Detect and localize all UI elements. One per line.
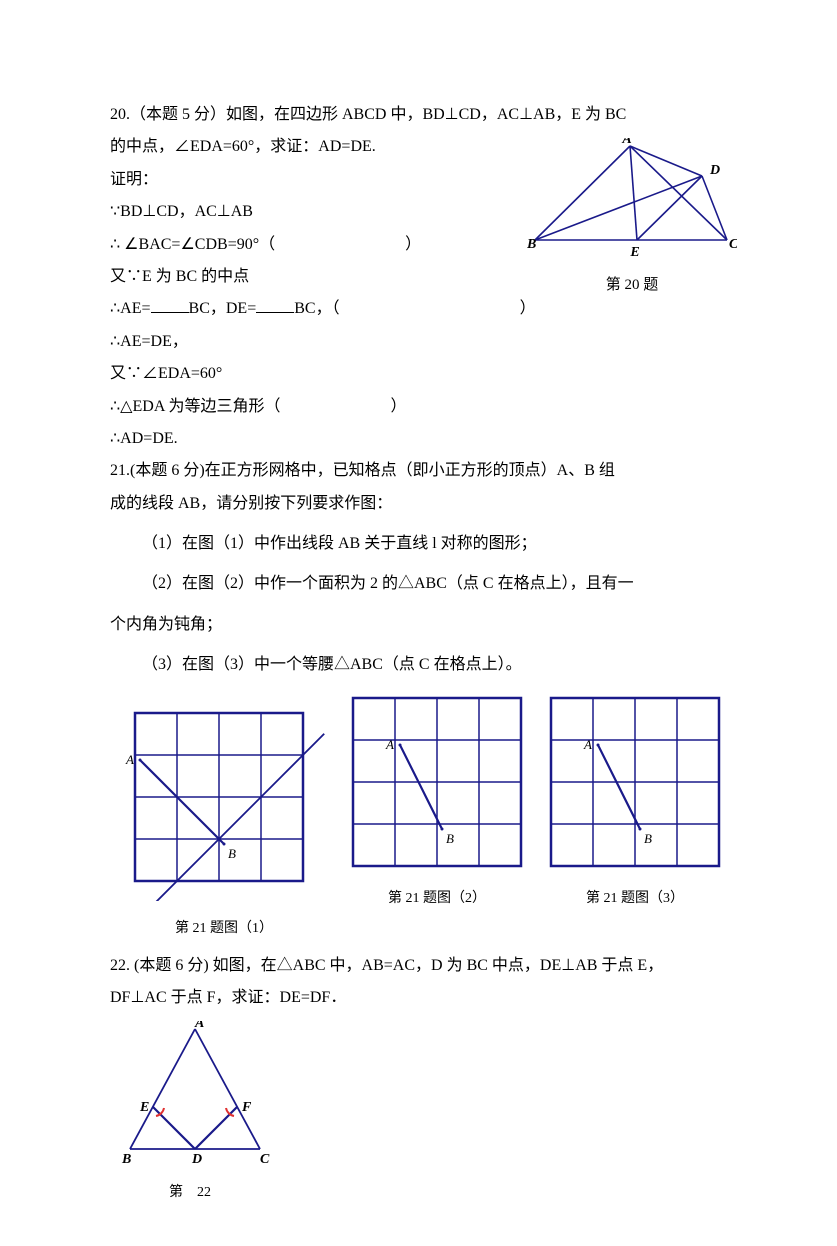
q20-figure: A B C D E 第 20 题 xyxy=(527,138,737,300)
q20-caption: 第 20 题 xyxy=(527,271,737,300)
q21-line1: 21.(本题 6 分)在正方形网格中，已知格点（即小正方形的顶点）A、B 组 xyxy=(110,456,727,486)
svg-text:A: A xyxy=(125,752,134,767)
q21-sub2b: 个内角为钝角； xyxy=(110,610,727,640)
q20-p8: ∴AD=DE. xyxy=(110,424,727,454)
q21-sub3: （3）在图（3）中一个等腰△ABC（点 C 在格点上）。 xyxy=(110,650,727,680)
q21-cap2: 第 21 题图（2） xyxy=(348,886,526,913)
svg-text:A: A xyxy=(583,737,592,752)
q20-p4b: BC，DE= xyxy=(189,300,257,317)
q20-p2b: ） xyxy=(405,236,421,253)
svg-text:E: E xyxy=(629,245,639,258)
q21-grid-3: AB xyxy=(546,693,724,871)
q20-line1: 20.（本题 5 分）如图，在四边形 ABCD 中，BD⊥CD，AC⊥AB，E … xyxy=(110,100,727,130)
blank-underline xyxy=(151,297,189,313)
q20-p2a: ∴ ∠BAC=∠CDB=90°（ xyxy=(110,236,275,253)
q21-figures: AB 第 21 题图（1） AB 第 21 题图（2） AB 第 21 题图（3… xyxy=(120,693,727,943)
q21-grid-2: AB xyxy=(348,693,526,871)
svg-text:C: C xyxy=(260,1152,270,1166)
svg-text:B: B xyxy=(121,1152,131,1166)
svg-text:B: B xyxy=(446,831,454,846)
svg-text:A: A xyxy=(621,138,631,147)
svg-text:B: B xyxy=(228,846,236,861)
question-22: 22. (本题 6 分) 如图，在△ABC 中，AB=AC，D 为 BC 中点，… xyxy=(110,951,727,1207)
q21-cap1: 第 21 题图（1） xyxy=(120,916,328,943)
q20-p4a: ∴AE= xyxy=(110,300,151,317)
q20-p4d: ） xyxy=(520,300,536,317)
q21-fig-3: AB 第 21 题图（3） xyxy=(546,693,724,943)
svg-text:D: D xyxy=(709,163,720,178)
svg-text:E: E xyxy=(139,1100,149,1115)
svg-text:B: B xyxy=(527,237,536,252)
q21-cap3: 第 21 题图（3） xyxy=(546,886,724,913)
q20-p5: ∴AE=DE， xyxy=(110,327,727,357)
q22-diagram: A B C D E F xyxy=(120,1021,270,1166)
q21-fig-2: AB 第 21 题图（2） xyxy=(348,693,526,943)
svg-text:D: D xyxy=(191,1152,202,1166)
svg-text:B: B xyxy=(644,831,652,846)
q20-diagram: A B C D E xyxy=(527,138,737,258)
q20-p6: 又∵∠EDA=60° xyxy=(110,359,727,389)
question-20: ABCDE 第 20 题 20.（本题 5 分）如图，在四边形 ABCD 中，B… xyxy=(110,100,727,454)
q21-fig-1: AB 第 21 题图（1） xyxy=(120,693,328,943)
q21-sub1: （1）在图（1）中作出线段 AB 关于直线 l 对称的图形； xyxy=(110,529,727,559)
q21-sub2: （2）在图（2）中作一个面积为 2 的△ABC（点 C 在格点上），且有一 xyxy=(110,569,727,599)
q22-caption: 第 22 xyxy=(120,1180,260,1207)
svg-text:A: A xyxy=(194,1021,204,1031)
svg-text:C: C xyxy=(729,237,737,252)
q21-grid-1: AB xyxy=(120,693,328,901)
q22-figure: A B C D E F 第 22 xyxy=(120,1021,727,1206)
q22-line1: 22. (本题 6 分) 如图，在△ABC 中，AB=AC，D 为 BC 中点，… xyxy=(110,951,727,981)
q22-line2: DF⊥AC 于点 F，求证：DE=DF． xyxy=(110,983,727,1013)
svg-text:A: A xyxy=(385,737,394,752)
q20-p7a: ∴△EDA 为等边三角形（ xyxy=(110,398,281,415)
blank-underline xyxy=(256,297,294,313)
q20-p7b: ） xyxy=(391,398,407,415)
q20-p4c: BC，（ xyxy=(294,300,339,317)
q20-p7: ∴△EDA 为等边三角形（ ） xyxy=(110,392,727,422)
question-21: 21.(本题 6 分)在正方形网格中，已知格点（即小正方形的顶点）A、B 组 成… xyxy=(110,456,727,942)
q21-line2: 成的线段 AB，请分别按下列要求作图： xyxy=(110,489,727,519)
svg-text:F: F xyxy=(241,1100,252,1115)
